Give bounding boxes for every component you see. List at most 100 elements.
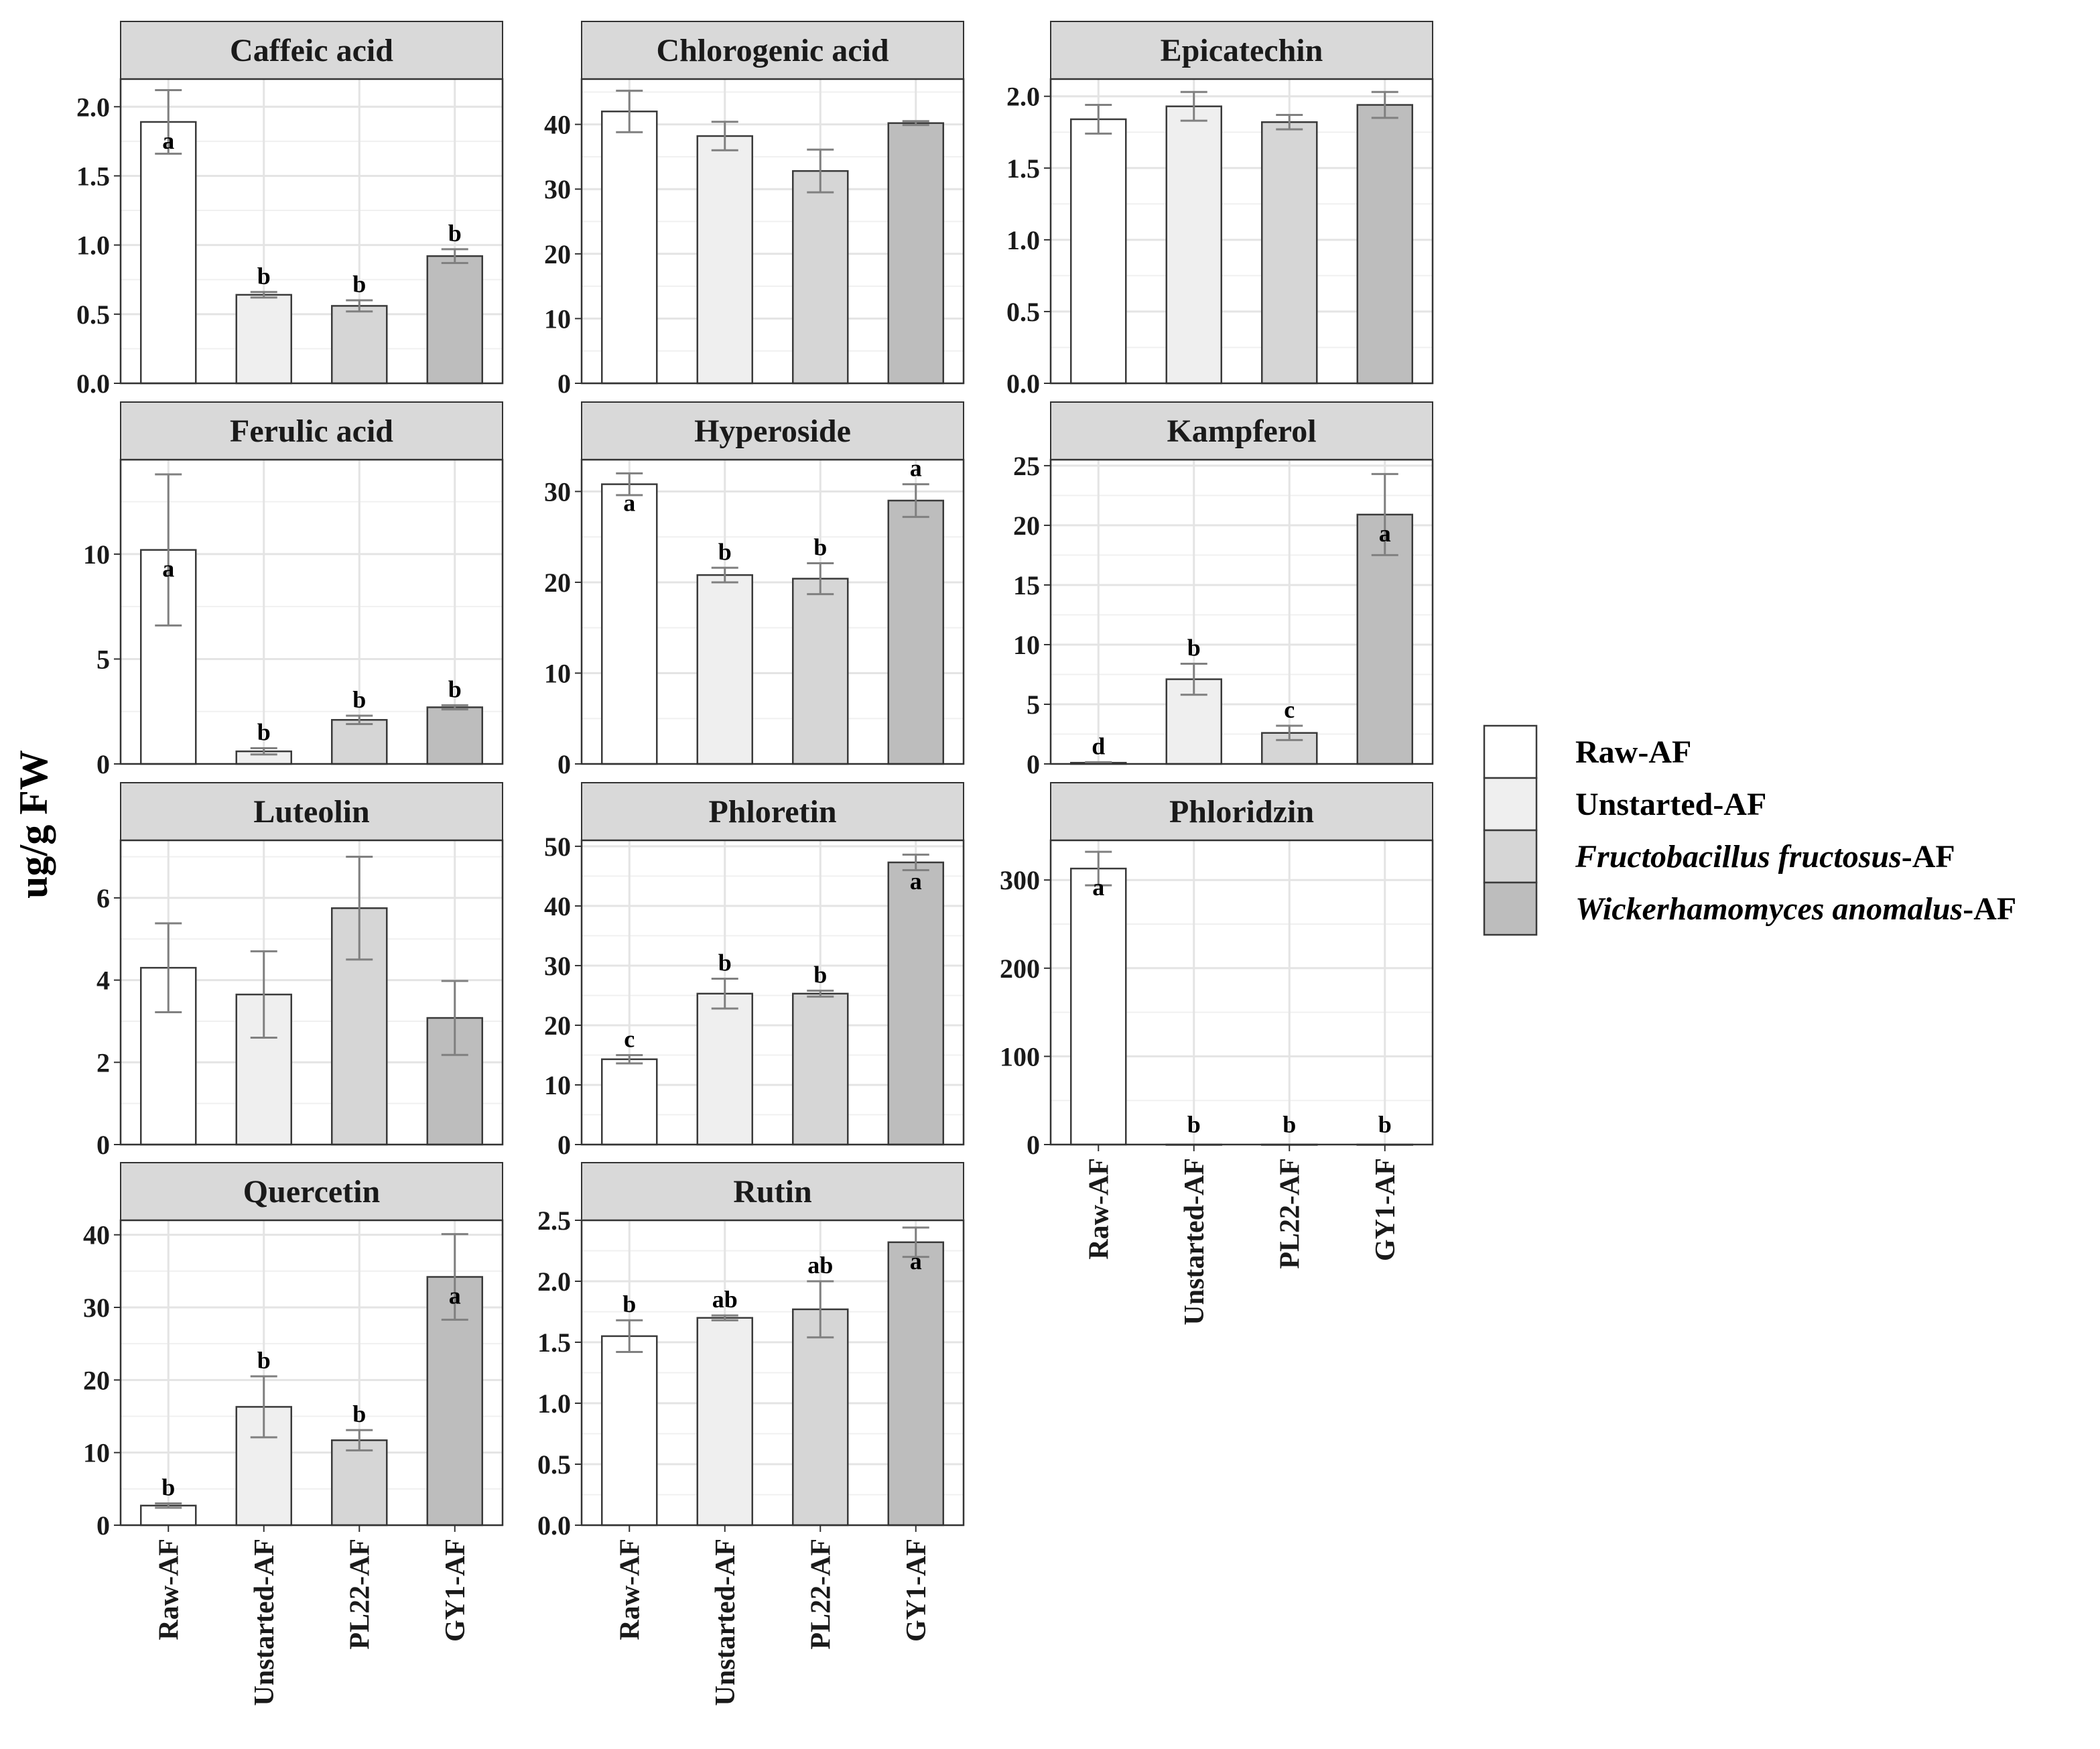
y-tick-label: 2.0 [1006, 82, 1040, 112]
significance-letter-phloretin-raw-af: c [624, 1025, 635, 1052]
error-bar-kampferol-unstarted-af [1180, 662, 1207, 696]
bar-ferulic-acid-gy1-af [426, 706, 483, 765]
y-tick-label: 40 [544, 110, 571, 140]
error-bar-luteolin-pl22-af [346, 856, 373, 961]
error-bar-epicatechin-raw-af [1085, 104, 1112, 135]
significance-letter-phloridzin-pl22-af: b [1283, 1111, 1296, 1138]
y-tick-label: 50 [544, 832, 571, 862]
error-bar-phloretin-raw-af [616, 1053, 643, 1065]
bar-phloridzin-raw-af [1070, 867, 1127, 1146]
significance-letter-kampferol-gy1-af: a [1379, 520, 1391, 547]
x-tick-label-raw-af: Raw-AF [1084, 1158, 1114, 1260]
error-bar-caffeic-acid-unstarted-af [250, 291, 277, 299]
significance-letter-ferulic-acid-gy1-af: b [448, 675, 462, 702]
significance-letter-kampferol-pl22-af: c [1284, 696, 1295, 723]
y-tick-label: 5 [1027, 690, 1040, 720]
legend-label-italic: Wickerhamomyces anomalus [1575, 891, 1963, 927]
panel-hyperoside: Hyperoside 0 10 20 30 a b b a [544, 401, 965, 779]
error-bar-hyperoside-pl22-af [807, 562, 834, 596]
y-tick-label: 0 [96, 749, 110, 779]
y-tick-label: 20 [544, 568, 571, 598]
legend-swatch-3 [1483, 829, 1538, 884]
error-bar-phloretin-pl22-af [807, 989, 834, 998]
panel-border [580, 458, 965, 765]
bar-rutin-unstarted-af [696, 1317, 753, 1527]
error-bar-rutin-gy1-af [902, 1226, 929, 1258]
y-tick-label: 5 [96, 644, 110, 674]
significance-letter-phloridzin-raw-af: a [1092, 874, 1104, 901]
bar-hyperoside-unstarted-af [696, 574, 753, 765]
significance-letter-caffeic-acid-unstarted-af: b [257, 263, 271, 289]
error-bar-hyperoside-unstarted-af [711, 566, 738, 584]
panel-border [1049, 458, 1434, 765]
significance-letter-hyperoside-raw-af: a [623, 490, 635, 517]
significance-letter-rutin-gy1-af: a [910, 1248, 922, 1275]
significance-letter-phloridzin-unstarted-af: b [1187, 1111, 1201, 1138]
error-bar-caffeic-acid-raw-af [155, 89, 182, 155]
strip-phloretin [581, 782, 964, 841]
significance-letter-caffeic-acid-raw-af: a [162, 127, 174, 154]
y-tick-label: 30 [544, 174, 571, 204]
y-tick-label: 1.5 [1006, 153, 1040, 184]
bar-rutin-pl22-af [792, 1308, 849, 1527]
y-tick-label: 0 [557, 1130, 571, 1160]
panel-quercetin: Quercetin 0 10 20 30 40 b b b a [83, 1162, 504, 1541]
y-tick-label: 0.5 [537, 1449, 571, 1480]
panel-border [119, 458, 504, 765]
y-tick-label: 0.0 [76, 369, 110, 399]
error-bar-rutin-pl22-af [807, 1280, 834, 1339]
strip-kampferol [1050, 401, 1433, 460]
error-bar-hyperoside-raw-af [616, 472, 643, 497]
panel-kampferol: Kampferol 0 5 10 15 20 25 d b c a [1013, 401, 1434, 779]
y-tick-label: 30 [544, 951, 571, 981]
y-tick-label: 10 [83, 1438, 110, 1468]
error-bar-rutin-unstarted-af [711, 1314, 738, 1321]
bar-phloretin-raw-af [601, 1058, 658, 1146]
strip-rutin [581, 1162, 964, 1221]
error-bar-quercetin-raw-af [155, 1502, 182, 1509]
y-tick-label: 40 [544, 891, 571, 921]
error-bar-ferulic-acid-gy1-af [441, 704, 468, 711]
y-tick-label: 200 [1000, 954, 1040, 984]
strip-caffeic-acid [120, 21, 503, 80]
error-bar-caffeic-acid-pl22-af [346, 299, 373, 313]
panel-title-phloretin: Phloretin [708, 794, 836, 830]
x-tick-label-gy1-af: GY1-AF [1370, 1158, 1401, 1261]
significance-letter-ferulic-acid-raw-af: a [162, 556, 174, 582]
bar-hyperoside-gy1-af [887, 499, 944, 765]
y-tick-label: 1.0 [537, 1388, 571, 1419]
significance-letter-kampferol-raw-af: d [1092, 732, 1105, 759]
x-tick-label-unstarted-af: Unstarted-AF [710, 1539, 741, 1706]
panel-border [1049, 78, 1434, 385]
y-tick-label: 100 [1000, 1041, 1040, 1072]
error-bar-hyperoside-gy1-af [902, 483, 929, 518]
error-bar-luteolin-unstarted-af [250, 950, 277, 1039]
error-bar-chlorogenic-acid-pl22-af [807, 148, 834, 194]
y-tick-label: 10 [1013, 630, 1040, 660]
y-tick-label: 0 [1027, 1130, 1040, 1160]
y-tick-label: 6 [96, 883, 110, 913]
error-bar-caffeic-acid-gy1-af [441, 248, 468, 264]
panel-border [119, 1219, 504, 1527]
error-bar-quercetin-unstarted-af [250, 1375, 277, 1439]
panel-title-phloridzin: Phloridzin [1169, 794, 1314, 830]
y-tick-label: 1.5 [76, 161, 110, 191]
panel-title-ferulic-acid: Ferulic acid [230, 413, 393, 449]
error-bar-epicatechin-pl22-af [1276, 114, 1303, 131]
legend-label-4: Wickerhamomyces anomalus-AF [1575, 891, 2016, 927]
legend-label-1: Raw-AF [1575, 734, 1691, 770]
error-bar-ferulic-acid-pl22-af [346, 714, 373, 726]
y-tick-label: 40 [83, 1220, 110, 1250]
legend-label-suffix: -AF [1902, 839, 1955, 874]
y-tick-label: 0.5 [1006, 297, 1040, 327]
significance-letter-rutin-raw-af: b [622, 1291, 636, 1317]
x-tick-label-pl22-af: PL22-AF [805, 1539, 836, 1650]
significance-letter-phloretin-gy1-af: a [910, 868, 922, 895]
significance-letter-rutin-pl22-af: ab [807, 1252, 833, 1279]
bar-rutin-gy1-af [887, 1241, 944, 1527]
y-tick-label: 2.0 [537, 1267, 571, 1297]
y-tick-label: 300 [1000, 865, 1040, 895]
x-tick-label-raw-af: Raw-AF [614, 1539, 645, 1640]
y-tick-label: 0 [557, 749, 571, 779]
bar-phloretin-pl22-af [792, 992, 849, 1146]
